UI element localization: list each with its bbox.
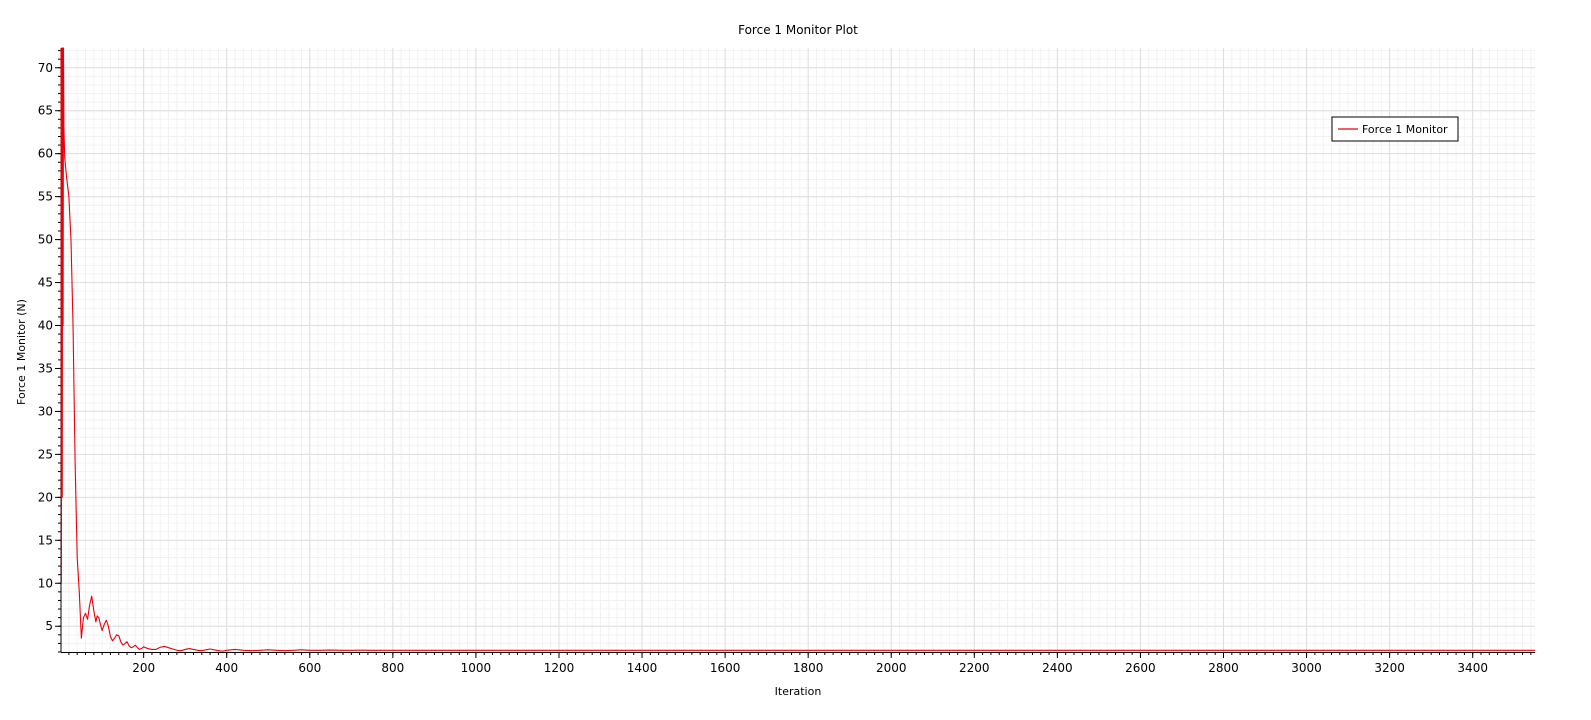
y-tick-label: 60 — [38, 147, 53, 161]
x-tick-label: 2000 — [876, 661, 907, 675]
y-tick-label: 65 — [38, 104, 53, 118]
legend[interactable]: Force 1 Monitor — [1331, 116, 1459, 142]
x-tick-label: 1200 — [544, 661, 575, 675]
x-tick-label: 2600 — [1125, 661, 1156, 675]
y-tick-label: 45 — [38, 276, 53, 290]
tick-labels: 200 400 600 800 1000 1200 1400 1600 1800 2000 2200… — [38, 61, 1488, 675]
x-tick-label: 200 — [132, 661, 155, 675]
y-tick-label: 35 — [38, 361, 53, 375]
y-tick-label: 10 — [38, 576, 53, 590]
x-axis-title: Iteration — [775, 685, 822, 698]
x-tick-label: 800 — [381, 661, 404, 675]
x-tick-label: 1600 — [710, 661, 741, 675]
x-tick-label: 2400 — [1042, 661, 1073, 675]
grid-lines — [61, 48, 1535, 653]
y-tick-label: 15 — [38, 533, 53, 547]
y-axis-title: Force 1 Monitor (N) — [15, 299, 28, 405]
x-tick-label: 3400 — [1457, 661, 1488, 675]
legend-label: Force 1 Monitor — [1362, 123, 1448, 136]
series-line-force-1-monitor — [60, 47, 1535, 652]
y-tick-label: 70 — [38, 61, 53, 75]
y-tick-label: 40 — [38, 319, 53, 333]
y-tick-label: 55 — [38, 190, 53, 204]
x-tick-label: 3200 — [1374, 661, 1405, 675]
x-tick-label: 2200 — [959, 661, 990, 675]
x-tick-label: 2800 — [1208, 661, 1239, 675]
y-tick-label: 30 — [38, 404, 53, 418]
y-tick-label: 20 — [38, 490, 53, 504]
x-tick-label: 600 — [298, 661, 321, 675]
y-tick-label: 25 — [38, 447, 53, 461]
x-tick-label: 1400 — [627, 661, 658, 675]
x-tick-label: 1000 — [461, 661, 492, 675]
y-tick-label: 5 — [45, 619, 53, 633]
x-tick-label: 1800 — [793, 661, 824, 675]
series-layer — [60, 47, 1535, 652]
chart-title: Force 1 Monitor Plot — [738, 23, 858, 37]
x-tick-label: 3000 — [1291, 661, 1322, 675]
x-tick-label: 400 — [215, 661, 238, 675]
y-tick-label: 50 — [38, 233, 53, 247]
